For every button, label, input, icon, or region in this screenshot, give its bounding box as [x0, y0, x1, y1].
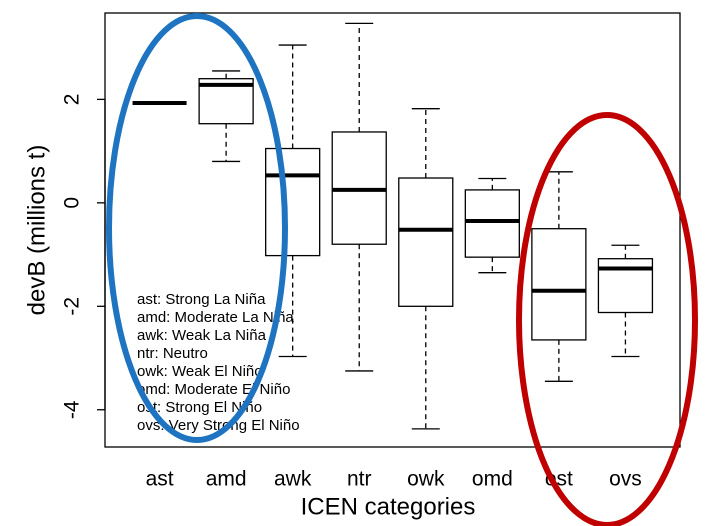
- box: [265, 147, 321, 257]
- legend-text: omd: Moderate El Niño: [137, 381, 290, 398]
- y-tick-label: -4: [61, 400, 84, 419]
- legend-text: awk: Weak La Niña: [137, 327, 267, 344]
- y-axis-label: devB (millions t): [23, 145, 50, 316]
- legend-text: owk: Weak El Niño: [137, 363, 263, 380]
- x-axis-label: ICEN categories: [301, 493, 476, 520]
- x-tick-label: ntr: [347, 468, 372, 491]
- highlight-ellipse-blue: [106, 13, 288, 443]
- x-tick-label: awk: [274, 468, 312, 491]
- legend-text: ntr: Neutro: [137, 345, 208, 362]
- x-tick-label: ast: [146, 468, 174, 491]
- highlight-ellipse-red: [516, 112, 698, 526]
- box: [464, 189, 520, 258]
- y-tick-label: 0: [61, 197, 84, 209]
- legend-text: ast: Strong La Niña: [137, 291, 266, 308]
- legend-text: ost: Strong El Niño: [137, 399, 262, 416]
- y-tick-label: 2: [61, 94, 84, 106]
- legend-text: ovs: Very Strong El Niño: [137, 417, 300, 434]
- x-tick-label: amd: [206, 468, 247, 491]
- legend-text: amd: Moderate La Niña: [137, 309, 294, 326]
- x-tick-label: owk: [407, 468, 445, 491]
- box: [398, 177, 454, 307]
- x-tick-label: omd: [472, 468, 513, 491]
- x-tick-label: ovs: [609, 468, 642, 491]
- y-tick-label: -2: [61, 297, 84, 316]
- box: [531, 228, 587, 341]
